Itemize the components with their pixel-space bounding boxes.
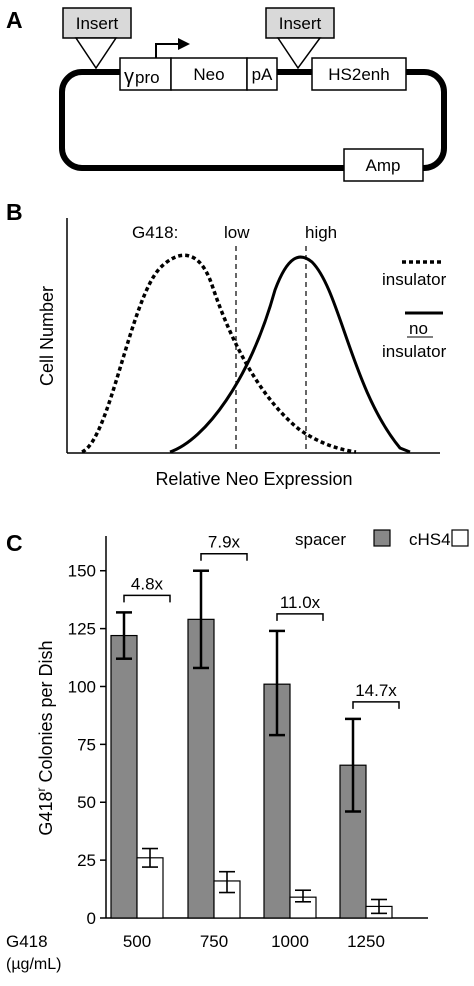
- fold-bracket: [123, 594, 171, 603]
- insert-right-pointer: [276, 37, 322, 70]
- bar-spacer-500: [110, 634, 138, 919]
- insulator-curve: [81, 253, 357, 454]
- insert-left-label: Insert: [76, 14, 119, 33]
- y-tick-label: 125: [68, 620, 96, 639]
- insert-right-label: Insert: [279, 14, 322, 33]
- x-category-label: 500: [123, 932, 151, 951]
- y-tick-label: 0: [87, 909, 96, 928]
- legend-chs4-label: cHS4: [409, 530, 451, 549]
- panel-c-bars: [110, 618, 393, 919]
- panel-c-xticks: 500 750 1000 1250: [123, 932, 385, 951]
- no-insulator-curve: [169, 255, 411, 454]
- neo-label: Neo: [193, 65, 224, 84]
- panel-c-xlabel-line2: (µg/mL): [6, 956, 61, 973]
- y-tick-label: 150: [68, 562, 96, 581]
- fold-label: 7.9x: [208, 533, 241, 552]
- x-category-label: 1250: [347, 932, 385, 951]
- panel-c-fold-labels: 4.8x 7.9x 11.0x 14.7x: [123, 533, 400, 709]
- y-tick-label: 25: [77, 851, 96, 870]
- hs2enh-box: [311, 57, 407, 91]
- amp-label: Amp: [366, 156, 401, 175]
- fold-label: 4.8x: [131, 574, 164, 593]
- fold-bracket: [200, 552, 248, 561]
- promoter-arrow: [155, 43, 180, 58]
- panel-a-letter: A: [6, 7, 23, 33]
- g418-label: G418:: [132, 223, 178, 242]
- pa-label: pA: [252, 65, 273, 84]
- panel-b-xlabel: Relative Neo Expression: [155, 469, 352, 489]
- gamma-pro-box: [119, 57, 172, 91]
- y-tick-label: 100: [68, 677, 96, 696]
- panel-b-letter: B: [6, 199, 23, 225]
- panel-c: C G418r Colonies per Dish 0 25 50 75 100 125 1…: [6, 529, 469, 973]
- panel-c-ylabel: G418r Colonies per Dish: [34, 640, 56, 835]
- legend-insulator-label: insulator: [382, 270, 447, 289]
- fold-bracket: [276, 613, 324, 621]
- insert-left-callout: Insert: [62, 7, 132, 70]
- panel-b: B G418: low high insulator no insulator …: [6, 199, 447, 489]
- panel-c-yticks: 0 25 50 75 100 125 150: [68, 562, 106, 928]
- panel-c-xlabel-line1: G418: [6, 932, 48, 951]
- promoter-arrowhead: [178, 38, 190, 50]
- fold-label: 14.7x: [355, 681, 397, 700]
- neo-box: [170, 57, 248, 91]
- insert-left-pointer: [74, 37, 118, 70]
- y-tick-label: 75: [77, 735, 96, 754]
- legend-no-label: no: [409, 319, 428, 338]
- low-label: low: [224, 223, 250, 242]
- legend-no-insulator-label: insulator: [382, 342, 447, 361]
- panel-a: A Insert Insert γpro Neo pA HS2enh Amp: [6, 7, 447, 182]
- legend-spacer-label: spacer: [295, 530, 346, 549]
- insert-right-callout: Insert: [265, 7, 335, 70]
- panel-b-ylabel: Cell Number: [37, 286, 57, 386]
- high-label: high: [305, 223, 337, 242]
- legend-spacer-swatch: [373, 529, 391, 547]
- y-tick-label: 50: [77, 793, 96, 812]
- fold-bracket: [352, 701, 400, 709]
- x-category-label: 1000: [271, 932, 309, 951]
- pa-box: [246, 57, 278, 91]
- legend-chs4-swatch: [451, 529, 469, 547]
- fold-label: 11.0x: [280, 593, 321, 612]
- x-category-label: 750: [200, 932, 228, 951]
- gamma-pro-label: γpro: [124, 66, 160, 88]
- panel-c-letter: C: [6, 530, 23, 556]
- hs2enh-label: HS2enh: [328, 65, 389, 84]
- panel-c-error-bars: [116, 569, 387, 915]
- amp-box: [343, 148, 424, 182]
